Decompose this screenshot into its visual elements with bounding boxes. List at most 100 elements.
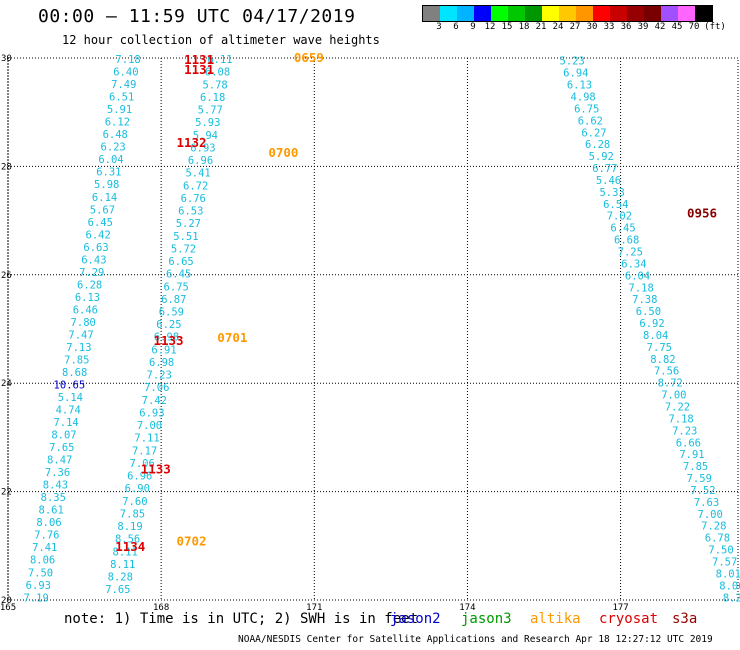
wave-height-value: 6.11 — [207, 54, 232, 66]
y-tick-label: 20 — [1, 596, 12, 606]
wave-height-value: 7.02 — [607, 211, 632, 223]
wave-height-value: 8.06 — [719, 580, 740, 592]
wave-height-value: 6.75 — [164, 281, 189, 293]
wave-height-value: 6.98 — [154, 332, 179, 344]
wave-height-value: 7.00 — [661, 390, 686, 402]
wave-height-value: 7.65 — [49, 442, 74, 454]
wave-height-value: 8.43 — [43, 480, 68, 492]
wave-height-value: 7.14 — [53, 417, 78, 429]
legend-label: 33 — [603, 22, 615, 32]
wave-height-value: 5.46 — [596, 175, 621, 187]
legend-label: 24 — [552, 22, 564, 32]
legend-label: 45 — [671, 22, 683, 32]
wave-height-value: 6.94 — [563, 68, 588, 80]
wave-height-value: 8.47 — [47, 455, 72, 467]
legend-label: 42 — [654, 22, 666, 32]
legend-swatch-11 — [610, 6, 627, 21]
wave-height-value: 6.93 — [139, 407, 164, 419]
wave-height-value: 6.42 — [86, 229, 111, 241]
wave-height-value: 8.72 — [658, 378, 683, 390]
wave-height-value: 6.43 — [81, 254, 106, 266]
legend-swatch-2 — [457, 6, 474, 21]
pass-time-label: 1133 — [141, 461, 171, 476]
wave-height-value: 7.18 — [115, 54, 140, 66]
wave-height-value: 8.56 — [115, 534, 140, 546]
wave-height-value: 7.17 — [132, 445, 157, 457]
page-title: 00:00 – 11:59 UTC 04/17/2019 — [38, 6, 356, 27]
wave-height-value: 6.18 — [200, 92, 225, 104]
wave-height-value: 8.21 — [723, 592, 740, 604]
wave-height-value: 7.50 — [28, 567, 53, 579]
pass-time-label: 0700 — [268, 145, 298, 160]
pass-time-label: 0701 — [217, 330, 247, 345]
wave-height-value: 4.98 — [570, 91, 595, 103]
wave-height-value: 6.04 — [625, 270, 650, 282]
wave-height-value: 6.98 — [149, 357, 174, 369]
legend-label: 9 — [470, 22, 476, 32]
wave-height-value: 7.50 — [708, 545, 733, 557]
wave-height-value: 6.72 — [183, 180, 208, 192]
wave-height-value: 6.46 — [73, 304, 98, 316]
wave-height-value: 7.65 — [105, 584, 130, 596]
wave-height-value: 5.92 — [589, 151, 614, 163]
wave-height-value: 8.06 — [36, 517, 61, 529]
wave-height-value: 6.04 — [98, 154, 123, 166]
wave-height-value: 6.13 — [567, 80, 592, 92]
wave-height-value: 6.92 — [639, 318, 664, 330]
wave-height-value: 6.51 — [109, 92, 134, 104]
wave-height-value: 10.65 — [54, 380, 86, 392]
wave-height-value: 7.76 — [34, 530, 59, 542]
wave-height-value: 6.77 — [592, 163, 617, 175]
legend-swatch-12 — [627, 6, 644, 21]
x-tick-label: 174 — [459, 603, 475, 613]
legend-label: 27 — [569, 22, 581, 32]
wave-height-value: 5.91 — [107, 104, 132, 116]
wave-height-value: 7.23 — [672, 425, 697, 437]
wave-height-value: 6.90 — [125, 483, 150, 495]
wave-height-value: 6.76 — [181, 193, 206, 205]
y-tick-label: 28 — [1, 162, 12, 172]
wave-height-value: 7.00 — [698, 509, 723, 521]
color-legend-labels: 3 6 9 12 15 18 21 24 27 30 33 36 39 42 45 70 (ft) — [422, 22, 740, 34]
wave-height-value: 6.91 — [151, 344, 176, 356]
legend-label: 70 — [688, 22, 700, 32]
wave-height-value: 6.68 — [614, 235, 639, 247]
wave-height-value: 6.62 — [578, 115, 603, 127]
legend-label: 18 — [518, 22, 530, 32]
legend-swatch-9 — [576, 6, 593, 21]
wave-height-value: 5.23 — [560, 56, 585, 68]
pass-time-label: 1131 — [184, 62, 214, 77]
legend-swatch-14 — [661, 6, 678, 21]
legend-swatch-8 — [559, 6, 576, 21]
axis-tick-labels: 165 168 171 174 177 30 28 26 24 22 20 — [0, 54, 629, 613]
wave-height-value: 5.78 — [202, 79, 227, 91]
wave-height-value: 6.87 — [161, 294, 186, 306]
wave-height-value: 8.07 — [51, 430, 76, 442]
wave-height-value: 6.96 — [188, 155, 213, 167]
pass-time-labels: 1131113106591132070009561133070109551133… — [115, 50, 717, 554]
wave-height-value: 7.28 — [701, 521, 726, 533]
wave-height-value: 7.22 — [665, 402, 690, 414]
wave-height-value: 5.14 — [58, 392, 83, 404]
legend-label: 12 — [484, 22, 496, 32]
wave-height-value: 7.85 — [64, 354, 89, 366]
wave-height-value: 6.78 — [705, 533, 730, 545]
pass-time-label: 1134 — [115, 539, 145, 554]
wave-height-value: 8.28 — [108, 572, 133, 584]
wave-height-value: 7.19 — [24, 592, 49, 604]
wave-height-value: 6.25 — [156, 319, 181, 331]
wave-height-tracks: 7.186.407.496.515.916.126.486.236.046.31… — [24, 54, 740, 604]
legend-swatch-10 — [593, 6, 610, 21]
legend-swatch-4 — [491, 6, 508, 21]
wave-height-value: 6.12 — [105, 117, 130, 129]
wave-height-value: 8.11 — [110, 559, 135, 571]
wave-height-value: 6.28 — [585, 139, 610, 151]
wave-height-value: 7.52 — [690, 485, 715, 497]
map-grid — [7, 57, 739, 601]
x-tick-label: 177 — [612, 603, 628, 613]
pass-time-label: 0659 — [294, 50, 324, 65]
x-tick-label: 165 — [0, 603, 16, 613]
wave-height-value: 6.45 — [610, 223, 635, 235]
legend-label: 39 — [637, 22, 649, 32]
